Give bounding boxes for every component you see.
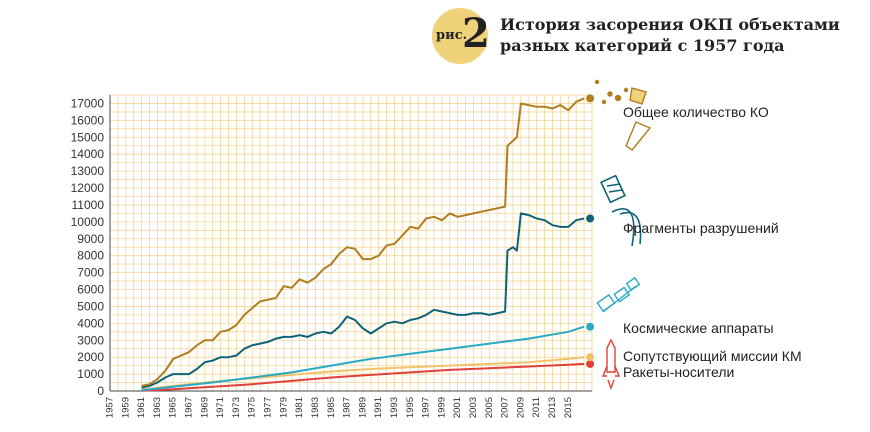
y-tick-label: 11000 — [72, 198, 105, 212]
x-tick-label: 2013 — [547, 397, 558, 418]
x-tick-label: 1997 — [421, 397, 432, 418]
x-tick-label: 1971 — [215, 397, 226, 418]
series-line-fragments — [141, 212, 585, 389]
legend-label-fragments: Фрагменты разрушений — [623, 220, 779, 236]
figure-title: История засорения ОКП объектами разных к… — [500, 15, 840, 55]
y-tick-label: 6000 — [77, 283, 104, 297]
y-tick-label: 1000 — [77, 367, 104, 381]
x-tick-label: 1989 — [357, 397, 368, 418]
legend-label-spacecraft: Космические аппараты — [623, 320, 774, 336]
x-tick-label: 1985 — [326, 397, 337, 418]
x-tick-label: 1965 — [168, 397, 179, 418]
y-tick-label: 10000 — [71, 215, 105, 229]
x-tick-label: 1969 — [199, 397, 210, 418]
y-tick-label: 7000 — [77, 266, 104, 280]
legend-label-mission: Сопутствующий миссии КМ — [623, 348, 802, 364]
y-tick-label: 15000 — [71, 130, 105, 144]
series-end-dot-rockets — [586, 359, 595, 368]
x-tick-label: 1991 — [373, 397, 384, 418]
x-tick-label: 2015 — [563, 397, 574, 418]
fragment-ring-icon — [600, 174, 642, 247]
figure-title-block: рис. 2 История засорения ОКП объектами р… — [432, 8, 852, 64]
y-tick-label: 12000 — [71, 181, 105, 195]
y-tick-label: 3000 — [77, 333, 104, 347]
x-tick-label: 1995 — [405, 397, 416, 418]
debris-icon — [594, 79, 652, 151]
y-tick-label: 8000 — [77, 249, 104, 263]
figure-badge-prefix: рис. — [436, 28, 468, 43]
x-tick-label: 1993 — [389, 397, 400, 418]
x-tick-label: 1979 — [278, 397, 289, 418]
rocket-icon — [601, 338, 621, 390]
y-tick-label: 14000 — [71, 147, 105, 161]
figure-badge-number: 2 — [462, 10, 490, 57]
series-group — [141, 94, 595, 392]
y-tick-label: 5000 — [77, 299, 104, 313]
x-tick-label: 1973 — [231, 397, 242, 418]
x-tick-label: 2009 — [515, 397, 526, 418]
x-tick-label: 1983 — [310, 397, 321, 418]
x-tick-label: 2011 — [531, 397, 542, 417]
x-tick-label: 2005 — [484, 397, 495, 418]
x-tick-label: 1977 — [263, 397, 274, 418]
x-tick-label: 1959 — [120, 397, 131, 418]
x-tick-label: 1961 — [136, 397, 147, 418]
series-line-total — [141, 97, 585, 387]
x-tick-label: 1967 — [184, 397, 195, 418]
axes: 0 1000 2000 3000 4000 5000 6000 7000 8000 9000 100… — [71, 95, 592, 418]
legend-label-total: Общее количество КО — [623, 104, 769, 120]
x-tick-label: 2007 — [500, 397, 511, 418]
x-tick-label: 1999 — [436, 397, 447, 418]
y-tick-label: 0 — [97, 384, 104, 398]
figure-badge: рис. 2 — [432, 8, 490, 64]
x-tick-label: 2001 — [452, 397, 463, 418]
category-icons — [594, 79, 652, 390]
x-tick-label: 2003 — [468, 397, 479, 418]
series-end-dot-mission — [586, 353, 595, 362]
series-end-dot-spacecraft — [586, 322, 595, 331]
x-tick-label: 1963 — [152, 397, 163, 418]
x-tick-label: 1975 — [247, 397, 258, 418]
series-line-spacecraft — [141, 325, 585, 392]
series-end-dot-fragments — [586, 214, 595, 223]
y-tick-label: 13000 — [71, 164, 105, 178]
series-end-dot-total — [586, 94, 595, 103]
series-line-rockets — [141, 362, 585, 392]
satellite-icon — [596, 276, 641, 313]
legend-label-rockets: Ракеты-носители — [623, 364, 735, 380]
y-tick-label: 4000 — [77, 316, 104, 330]
y-tick-label: 17000 — [71, 96, 105, 110]
y-tick-label: 16000 — [71, 113, 105, 127]
y-tick-label: 9000 — [77, 232, 104, 246]
grid — [109, 94, 593, 392]
x-tick-label: 1987 — [342, 397, 353, 418]
x-tick-label: 1981 — [294, 397, 305, 418]
x-tick-label: 1957 — [105, 397, 116, 418]
y-tick-label: 2000 — [77, 350, 104, 364]
